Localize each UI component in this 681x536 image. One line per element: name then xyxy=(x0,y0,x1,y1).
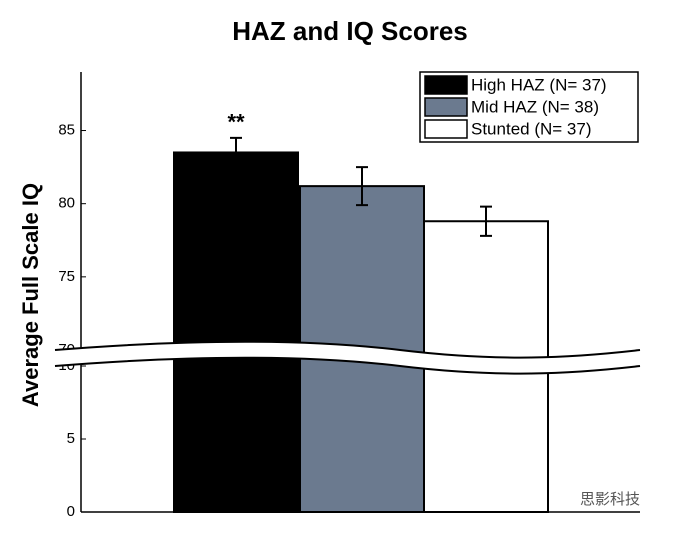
legend-swatch xyxy=(424,75,468,95)
legend-swatch xyxy=(424,119,468,139)
legend-label: High HAZ (N= 37) xyxy=(471,75,607,94)
chart-title: HAZ and IQ Scores xyxy=(232,16,468,46)
annotation: ** xyxy=(227,110,245,135)
error-bar xyxy=(230,136,242,169)
y-tick-label: 0 xyxy=(67,503,75,520)
y-tick-label: 75 xyxy=(58,268,75,285)
bar xyxy=(173,151,299,513)
axis-break xyxy=(55,341,640,374)
y-tick-label: 5 xyxy=(67,430,75,447)
legend-label: Mid HAZ (N= 38) xyxy=(471,97,599,116)
y-tick-label: 80 xyxy=(58,195,75,212)
watermark: 思影科技 xyxy=(580,491,640,508)
axis-break-edge xyxy=(54,340,641,359)
y-tick-label: 85 xyxy=(58,121,75,138)
axis-break-edge xyxy=(54,356,641,375)
error-bar xyxy=(356,166,368,207)
legend-swatch xyxy=(424,97,468,117)
legend-label: Stunted (N= 37) xyxy=(471,119,592,138)
error-bar xyxy=(480,205,492,237)
y-axis-label: Average Full Scale IQ xyxy=(18,183,43,407)
